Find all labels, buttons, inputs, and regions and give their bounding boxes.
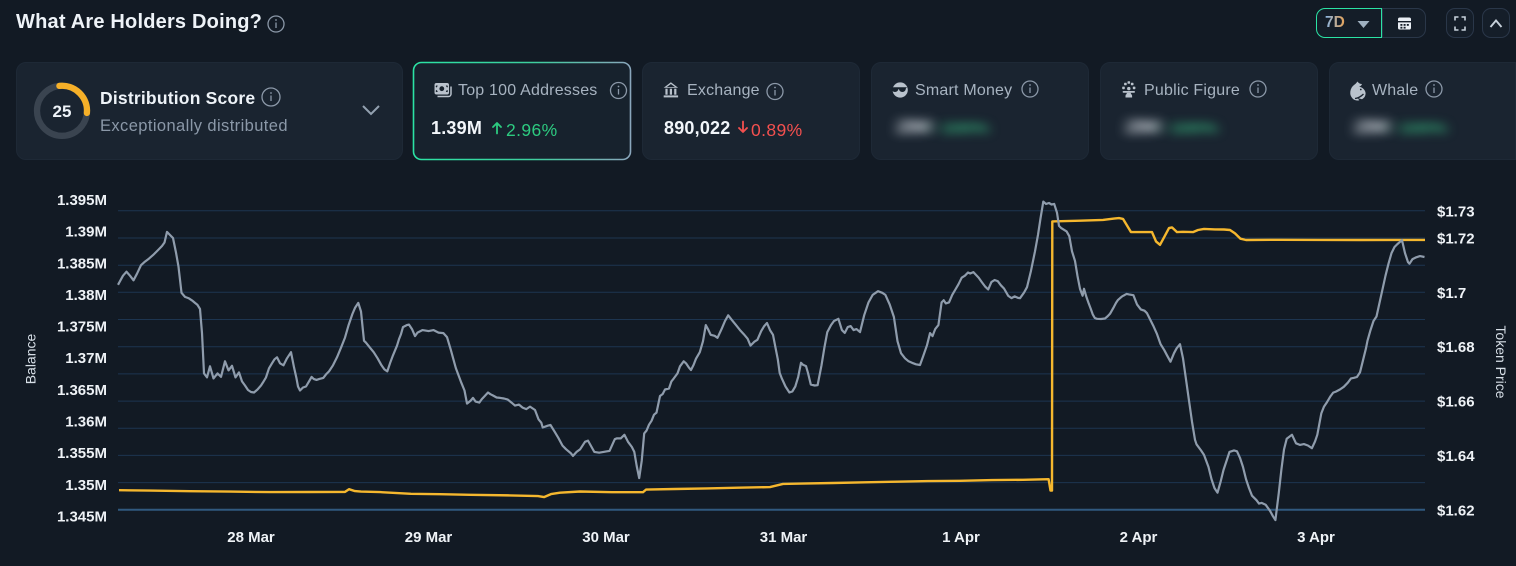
svg-text:1.345M: 1.345M [57, 509, 107, 526]
svg-text:$1.64: $1.64 [1437, 448, 1475, 465]
svg-text:1.395M: 1.395M [57, 192, 107, 209]
svg-text:Balance: Balance [23, 333, 39, 384]
svg-text:25: 25 [53, 102, 72, 121]
svg-text:$1.68: $1.68 [1437, 339, 1475, 356]
svg-text:Token Price: Token Price [1493, 325, 1509, 398]
svg-text:3 Apr: 3 Apr [1297, 529, 1335, 546]
svg-text:29 Mar: 29 Mar [405, 529, 453, 546]
svg-text:$1.73: $1.73 [1437, 203, 1475, 220]
svg-text:1.35M: 1.35M [65, 477, 107, 494]
svg-text:$1.7: $1.7 [1437, 285, 1466, 302]
svg-text:1.365M: 1.365M [57, 382, 107, 399]
svg-text:2 Apr: 2 Apr [1120, 529, 1158, 546]
svg-text:1.38M: 1.38M [65, 287, 107, 304]
svg-text:31 Mar: 31 Mar [760, 529, 808, 546]
svg-text:$1.62: $1.62 [1437, 502, 1475, 519]
svg-text:1.37M: 1.37M [65, 350, 107, 367]
svg-text:1.385M: 1.385M [57, 255, 107, 272]
svg-text:30 Mar: 30 Mar [582, 529, 630, 546]
svg-text:1 Apr: 1 Apr [942, 529, 980, 546]
svg-text:$1.66: $1.66 [1437, 394, 1475, 411]
svg-text:1.36M: 1.36M [65, 414, 107, 431]
svg-text:1.375M: 1.375M [57, 319, 107, 336]
svg-text:$1.72: $1.72 [1437, 231, 1475, 248]
svg-text:1.355M: 1.355M [57, 445, 107, 462]
svg-text:28 Mar: 28 Mar [227, 529, 275, 546]
svg-text:1.39M: 1.39M [65, 224, 107, 241]
